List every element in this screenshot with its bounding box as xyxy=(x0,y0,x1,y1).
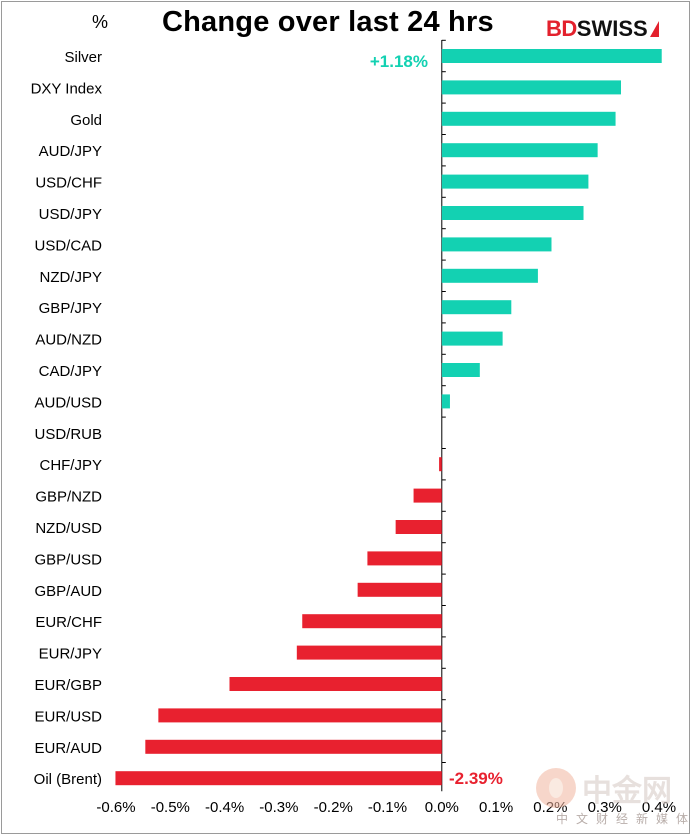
bar xyxy=(158,708,442,723)
bdswiss-logo: BDSWISS xyxy=(546,16,659,42)
bar xyxy=(296,645,442,660)
category-label: EUR/USD xyxy=(34,708,102,725)
category-label: GBP/AUD xyxy=(34,583,102,600)
x-tick-label: -0.2% xyxy=(314,799,353,816)
category-label: EUR/JPY xyxy=(39,646,102,663)
x-tick-label: 0.4% xyxy=(642,799,676,816)
unit-label: % xyxy=(92,12,109,32)
bar xyxy=(439,457,442,472)
category-label: USD/CAD xyxy=(34,237,102,254)
bar xyxy=(441,174,589,189)
x-tick-label: 0.1% xyxy=(479,799,513,816)
watermark-sub-text: 中文财经新媒体 xyxy=(556,812,693,826)
bar xyxy=(413,488,442,503)
category-label: GBP/USD xyxy=(34,551,102,568)
bar xyxy=(441,331,503,346)
x-tick-label: 0.3% xyxy=(588,799,622,816)
category-label: DXY Index xyxy=(31,80,103,97)
logo-swiss-text: SWISS xyxy=(576,16,648,41)
x-tick-label: -0.6% xyxy=(96,799,135,816)
category-label: EUR/AUD xyxy=(34,740,102,757)
category-label: USD/RUB xyxy=(34,426,102,443)
bar xyxy=(441,268,538,283)
category-label: Silver xyxy=(64,49,102,66)
category-label: NZD/USD xyxy=(35,520,102,537)
category-label: CHF/JPY xyxy=(39,457,102,474)
bar xyxy=(441,143,598,158)
category-label: AUD/USD xyxy=(34,394,102,411)
bar xyxy=(367,551,442,566)
category-label: NZD/JPY xyxy=(39,269,102,286)
x-tick-label: 0.0% xyxy=(425,799,459,816)
category-label: Oil (Brent) xyxy=(34,771,102,788)
watermark-main-text: 中金网 xyxy=(582,774,672,809)
logo-bd-text: BD xyxy=(546,16,577,41)
bar xyxy=(441,300,512,315)
bar xyxy=(441,111,616,126)
category-label: EUR/CHF xyxy=(35,614,102,631)
bar xyxy=(441,363,480,377)
bar xyxy=(229,677,442,691)
x-tick-label: -0.3% xyxy=(259,799,298,816)
bar xyxy=(441,237,552,252)
bar xyxy=(441,80,621,95)
category-label: Gold xyxy=(70,112,102,129)
bar xyxy=(115,771,442,786)
category-label: USD/CHF xyxy=(35,175,102,192)
top-annotation: +1.18% xyxy=(370,52,428,71)
x-tick-label: -0.5% xyxy=(151,799,190,816)
watermark: 中金网 xyxy=(536,766,672,810)
watermark-logo-icon xyxy=(536,768,576,808)
category-label: AUD/NZD xyxy=(35,332,102,349)
category-label: GBP/JPY xyxy=(39,300,102,317)
category-label: GBP/NZD xyxy=(35,489,102,506)
bar xyxy=(145,739,442,754)
bar xyxy=(357,582,442,597)
logo-triangle-icon xyxy=(649,21,659,37)
category-label: EUR/GBP xyxy=(34,677,102,694)
bar xyxy=(441,206,584,220)
category-label: USD/JPY xyxy=(39,206,102,223)
bar xyxy=(441,394,450,409)
bar xyxy=(395,520,442,534)
x-tick-label: -0.1% xyxy=(368,799,407,816)
bar xyxy=(302,614,442,629)
bar xyxy=(441,49,662,63)
x-tick-label: -0.4% xyxy=(205,799,244,816)
category-label: CAD/JPY xyxy=(39,363,102,380)
bottom-annotation: -2.39% xyxy=(449,769,503,788)
chart-title: Change over last 24 hrs xyxy=(162,6,494,38)
category-label: AUD/JPY xyxy=(39,143,102,160)
